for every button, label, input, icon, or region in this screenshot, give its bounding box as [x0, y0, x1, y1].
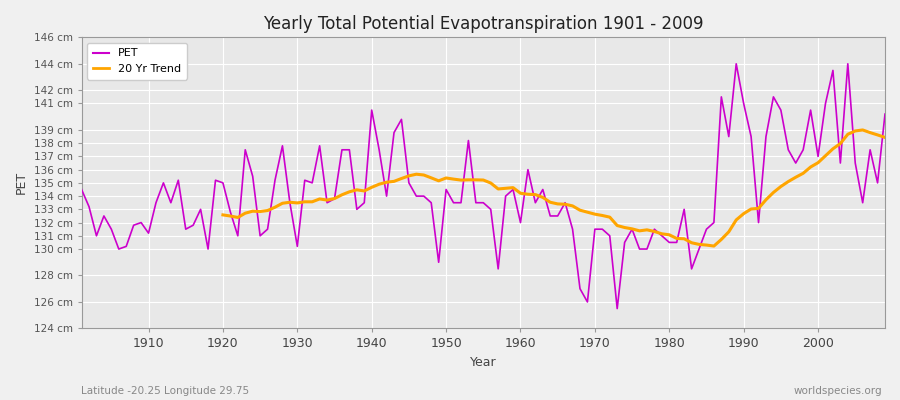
Title: Yearly Total Potential Evapotranspiration 1901 - 2009: Yearly Total Potential Evapotranspiratio… [263, 15, 704, 33]
Text: Latitude -20.25 Longitude 29.75: Latitude -20.25 Longitude 29.75 [81, 386, 249, 396]
X-axis label: Year: Year [470, 356, 497, 369]
Text: worldspecies.org: worldspecies.org [794, 386, 882, 396]
Legend: PET, 20 Yr Trend: PET, 20 Yr Trend [87, 43, 187, 80]
Y-axis label: PET: PET [15, 171, 28, 194]
